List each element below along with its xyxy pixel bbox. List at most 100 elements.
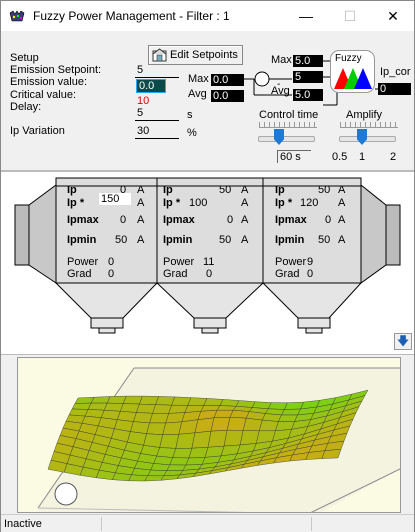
sec2-ipmin-value: 50 [219, 234, 231, 246]
fuzzy-label: Fuzzy [335, 53, 362, 64]
sec2-ipmax-value: 0 [227, 214, 233, 226]
maximize-button: ☐ [328, 1, 372, 31]
sec1-grad-value: 0 [108, 268, 114, 280]
status-separator-2 [311, 517, 312, 531]
emission-setpoint-underline [135, 77, 179, 78]
control-time-label: Control time [259, 109, 318, 121]
sec3-ipset-unit: A [338, 197, 345, 209]
surface-facet [259, 420, 278, 431]
control-time-ruler [259, 122, 317, 128]
surface-facet [278, 415, 297, 422]
sec3-ipset-input[interactable]: 120 [300, 197, 318, 209]
emission-setpoint-value[interactable]: 5 [137, 64, 143, 76]
sec1-ipmin-unit: A [137, 234, 144, 246]
right-mid-display: 5 [293, 71, 323, 83]
surface-plot[interactable] [17, 357, 401, 513]
ip-cor-label: Ip_cor [380, 66, 411, 78]
setup-heading: Setup [10, 52, 39, 64]
critical-value[interactable]: 10 [137, 95, 149, 107]
sec3-ipmax-value: 0 [325, 214, 331, 226]
surface-facet [151, 464, 170, 471]
delay-unit: s [187, 109, 193, 121]
status-separator-1 [101, 517, 102, 531]
sec1-ipmax-unit: A [137, 214, 144, 226]
sec3-ipmax-unit: A [338, 214, 345, 226]
sec3-grad-label: Grad [275, 268, 299, 280]
scroll-down-button[interactable]: 🡇 [394, 333, 412, 350]
ip-variation-unit: % [187, 127, 197, 139]
sec2-grad-value: 0 [206, 268, 212, 280]
sec1-grad-label: Grad [67, 268, 91, 280]
left-max-display: 0.0 [211, 74, 244, 86]
sec2-ipset-unit: A [241, 197, 248, 209]
sec3-power-label: Power [275, 256, 306, 268]
amplify-tick-mid: 1 [359, 151, 365, 163]
surface-facet [129, 475, 148, 481]
amplify-tick-high: 2 [390, 151, 396, 163]
surface-facet [243, 418, 262, 431]
fuzzy-controller-block[interactable]: Fuzzy [330, 50, 375, 93]
right-avg-display: 5.0 [293, 89, 323, 101]
amplify-label: Amplify [346, 109, 382, 121]
app-logo-icon [9, 10, 25, 22]
sec3-power-value: 9 [307, 256, 313, 268]
delay-value[interactable]: 5 [137, 107, 143, 119]
right-max-label: Max [271, 54, 292, 66]
sec2-power-value: 11 [203, 256, 214, 268]
sec1-ipmax-label: Ipmax [67, 214, 99, 226]
sec3-grad-value: 0 [307, 268, 313, 280]
control-time-thumb[interactable] [274, 129, 284, 145]
left-avg-label: Avg [188, 88, 207, 100]
sec2-ipmax-unit: A [241, 214, 248, 226]
sec3-ip-unit: A [338, 184, 345, 196]
right-max-display: 5.0 [293, 55, 323, 67]
amplify-track[interactable] [339, 136, 396, 142]
surface-facet [156, 396, 175, 405]
surface-facet [172, 397, 191, 406]
minimize-button[interactable]: — [284, 1, 328, 31]
rotate-handle[interactable] [55, 483, 77, 505]
sec2-ipset-input[interactable]: 100 [189, 197, 207, 209]
ip-cor-display: 0 [378, 83, 411, 95]
setup-panel: Setup Edit Setpoints Emission Setpoint: … [1, 31, 414, 169]
surface-facet [148, 470, 167, 476]
fuzzy-membership-icon [332, 66, 374, 90]
window-title: Fuzzy Power Management - Filter : 1 [33, 9, 230, 23]
surface-facet [227, 417, 246, 430]
filter-sections-panel: Ip 0 A Ip * 150 A Ipmax 0 A Ipmin 50 A P… [1, 170, 414, 355]
surface-facet [123, 396, 142, 404]
close-button[interactable]: ✕ [371, 1, 415, 31]
surface-facet [268, 403, 287, 410]
surface-facet [188, 398, 207, 406]
status-bar: Inactive [1, 514, 414, 532]
sec2-ipmin-unit: A [241, 234, 248, 246]
ip-variation-value[interactable]: 30 [137, 125, 149, 137]
sec2-ipmax-label: Ipmax [163, 214, 195, 226]
sec2-ipmin-label: Ipmin [163, 234, 192, 246]
control-time-track[interactable] [258, 136, 315, 142]
surface-facet [150, 413, 169, 423]
sec3-ipset-label: Ip * [275, 197, 292, 209]
sec1-ipmin-label: Ipmin [67, 234, 96, 246]
surface-facet [281, 409, 300, 415]
surface-facet [104, 403, 123, 411]
sec2-ipset-label: Ip * [163, 197, 180, 209]
ip-variation-label: Ip Variation [10, 125, 65, 137]
sec1-ipset-input[interactable]: 150 [99, 193, 131, 205]
sec1-ip-unit: A [137, 184, 144, 196]
sec2-grad-label: Grad [163, 268, 187, 280]
control-time-value: 60 s [277, 150, 311, 163]
surface-facet [170, 458, 189, 466]
edit-setpoints-label: Edit Setpoints [170, 49, 238, 61]
sec1-ip-label: Ip [67, 184, 77, 196]
delay-underline [135, 120, 179, 121]
surface-facet [139, 396, 158, 405]
amplify-thumb[interactable] [357, 129, 367, 145]
sec3-ipmin-value: 50 [318, 234, 330, 246]
amplify-ruler [340, 122, 398, 128]
edit-setpoints-button[interactable]: Edit Setpoints [148, 45, 243, 65]
surface-facet [217, 406, 236, 411]
surface-facet [176, 433, 195, 449]
surface-facet [107, 396, 126, 403]
